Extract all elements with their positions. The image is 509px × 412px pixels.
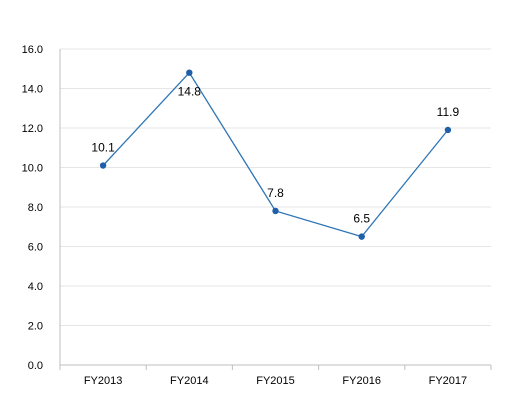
y-tick-label: 16.0 [22, 44, 43, 56]
x-tick-label: FY2017 [429, 375, 468, 387]
y-tick-label: 6.0 [28, 242, 43, 254]
data-label: 11.9 [437, 105, 460, 119]
data-label: 10.1 [91, 141, 115, 155]
y-tick-label: 8.0 [28, 202, 43, 214]
x-tick-label: FY2015 [256, 375, 295, 387]
x-tick-label: FY2013 [84, 375, 123, 387]
y-tick-label: 10.0 [22, 163, 43, 175]
y-axis-ticks: 0.0 2.0 4.0 6.0 8.0 10.0 12.0 14.0 16.0 [22, 44, 43, 372]
y-tick-label: 2.0 [28, 321, 43, 333]
data-point [444, 126, 452, 134]
data-label: 6.5 [353, 212, 370, 226]
x-tick-label: FY2016 [342, 375, 381, 387]
data-point [186, 69, 193, 76]
data-label: 14.8 [178, 85, 202, 99]
gridlines [60, 48, 491, 326]
data-labels: 10.1 14.8 7.8 6.5 11.9 [91, 85, 459, 226]
y-tick-label: 14.0 [22, 84, 43, 96]
x-tick-label: FY2014 [170, 375, 209, 387]
data-point [358, 233, 365, 240]
y-tick-label: 0.0 [28, 360, 43, 372]
data-points [99, 69, 452, 240]
y-tick-label: 12.0 [22, 123, 43, 135]
data-label: 7.8 [267, 186, 284, 200]
axes [59, 49, 492, 370]
x-axis-ticks: FY2013 FY2014 FY2015 FY2016 FY2017 [84, 375, 467, 387]
data-point [99, 162, 107, 169]
data-point [272, 207, 279, 215]
y-tick-label: 4.0 [28, 281, 43, 293]
